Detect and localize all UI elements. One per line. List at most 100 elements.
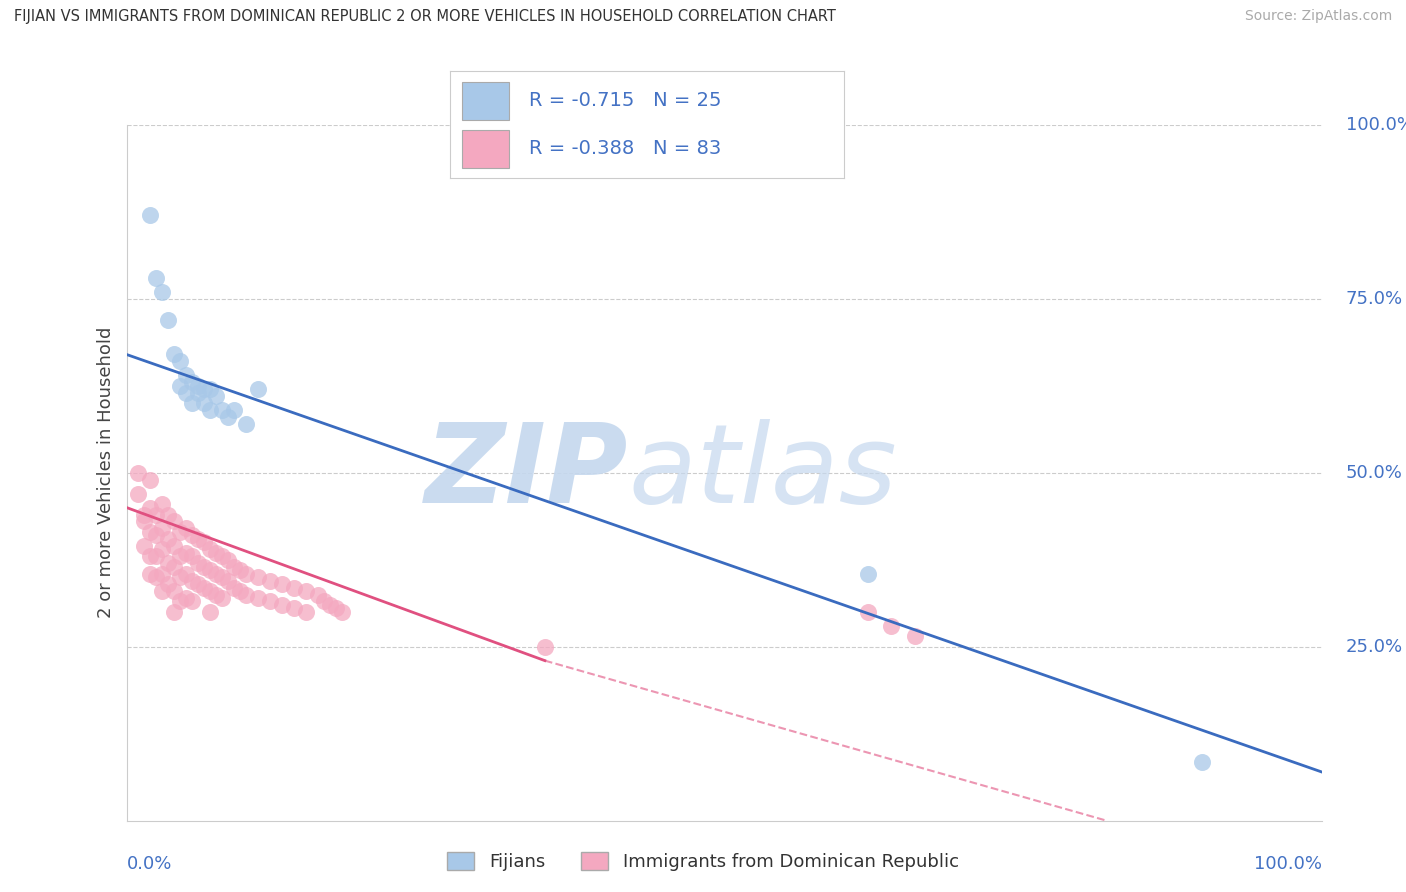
Point [169, 594, 191, 608]
Point [222, 559, 246, 574]
Point [222, 581, 246, 595]
Point [181, 594, 204, 608]
Point [145, 271, 167, 285]
Point [205, 546, 228, 560]
Text: Source: ZipAtlas.com: Source: ZipAtlas.com [1244, 9, 1392, 23]
Point [145, 570, 167, 584]
Point [150, 584, 174, 599]
Point [163, 347, 186, 361]
Point [193, 559, 215, 574]
Text: 25.0%: 25.0% [1346, 638, 1403, 656]
Point [163, 605, 186, 619]
Point [181, 549, 204, 564]
Point [174, 521, 197, 535]
Text: R = -0.715   N = 25: R = -0.715 N = 25 [529, 91, 721, 110]
Point [163, 515, 186, 529]
Point [1191, 755, 1213, 769]
Point [283, 581, 305, 595]
Point [169, 378, 191, 392]
Point [222, 403, 246, 417]
Point [211, 591, 233, 605]
FancyBboxPatch shape [461, 82, 509, 120]
Point [150, 566, 174, 581]
Point [880, 619, 903, 633]
Text: 50.0%: 50.0% [1346, 464, 1402, 482]
Point [169, 549, 191, 564]
Point [200, 382, 222, 396]
Point [134, 539, 156, 553]
Point [235, 566, 257, 581]
Point [139, 549, 162, 564]
Point [174, 546, 197, 560]
Point [307, 587, 329, 601]
Point [157, 508, 180, 522]
Point [856, 605, 879, 619]
Point [533, 640, 555, 654]
Point [259, 594, 281, 608]
Text: 0.0%: 0.0% [127, 855, 172, 873]
Point [169, 570, 191, 584]
Point [318, 598, 342, 612]
Point [127, 466, 149, 480]
Point [205, 566, 228, 581]
Text: R = -0.388   N = 83: R = -0.388 N = 83 [529, 139, 721, 158]
Text: 100.0%: 100.0% [1254, 855, 1322, 873]
Point [134, 508, 156, 522]
Point [211, 403, 233, 417]
Point [193, 382, 215, 396]
Point [174, 368, 197, 383]
Point [174, 591, 197, 605]
Point [139, 566, 162, 581]
Point [200, 563, 222, 577]
Text: atlas: atlas [628, 419, 897, 526]
Point [217, 552, 239, 567]
FancyBboxPatch shape [461, 130, 509, 168]
Point [205, 587, 228, 601]
Text: 75.0%: 75.0% [1346, 290, 1403, 308]
Point [169, 524, 191, 539]
Point [181, 376, 204, 390]
Point [187, 378, 209, 392]
Point [259, 574, 281, 588]
Point [856, 566, 879, 581]
Point [181, 396, 204, 410]
Point [200, 403, 222, 417]
Point [205, 389, 228, 403]
Point [150, 521, 174, 535]
Point [217, 410, 239, 425]
Point [330, 605, 353, 619]
Point [157, 556, 180, 570]
Text: ZIP: ZIP [425, 419, 628, 526]
Point [169, 354, 191, 368]
Point [145, 508, 167, 522]
Point [270, 598, 294, 612]
Point [139, 473, 162, 487]
Point [174, 566, 197, 581]
Point [139, 208, 162, 222]
Point [325, 601, 347, 615]
Point [187, 532, 209, 546]
Point [235, 417, 257, 431]
Point [235, 587, 257, 601]
Point [193, 535, 215, 549]
Point [181, 528, 204, 542]
Point [193, 396, 215, 410]
Point [157, 532, 180, 546]
Point [229, 584, 252, 599]
Point [187, 385, 209, 400]
Point [139, 524, 162, 539]
Point [211, 549, 233, 564]
Point [157, 312, 180, 326]
Point [157, 577, 180, 591]
Point [211, 570, 233, 584]
Y-axis label: 2 or more Vehicles in Household: 2 or more Vehicles in Household [97, 327, 115, 618]
Point [247, 570, 270, 584]
Point [904, 629, 927, 643]
Point [139, 500, 162, 515]
Text: 100.0%: 100.0% [1346, 116, 1406, 134]
Text: FIJIAN VS IMMIGRANTS FROM DOMINICAN REPUBLIC 2 OR MORE VEHICLES IN HOUSEHOLD COR: FIJIAN VS IMMIGRANTS FROM DOMINICAN REPU… [14, 9, 837, 24]
Legend: Fijians, Immigrants from Dominican Republic: Fijians, Immigrants from Dominican Repub… [440, 845, 966, 879]
Point [200, 584, 222, 599]
Point [145, 549, 167, 564]
Point [294, 584, 316, 599]
